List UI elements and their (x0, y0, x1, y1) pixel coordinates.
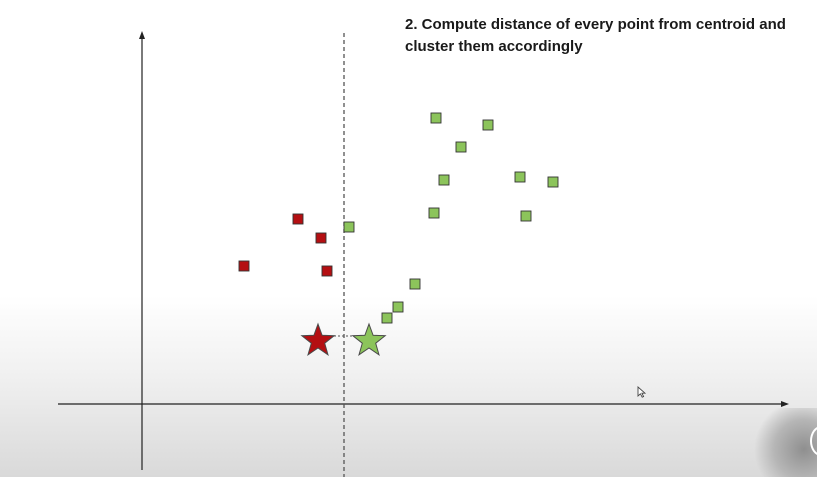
mouse-pointer-icon (637, 386, 646, 398)
green-cluster-point (438, 174, 450, 186)
red-cluster-point (315, 232, 327, 244)
caption-line-1: 2. Compute distance of every point from … (405, 16, 786, 33)
green-cluster-point (381, 312, 393, 324)
green-cluster-point (482, 119, 494, 131)
red-centroid-star (300, 322, 336, 356)
green-cluster-point (409, 278, 421, 290)
green-cluster-point (343, 221, 355, 233)
y-axis-arrowhead (139, 31, 145, 39)
green-cluster-point (514, 171, 526, 183)
axes (58, 31, 789, 470)
green-cluster-point (392, 301, 404, 313)
video-control-icon[interactable] (752, 408, 817, 477)
green-centroid-star (351, 322, 387, 356)
green-cluster-point (520, 210, 532, 222)
green-cluster-point (547, 176, 559, 188)
green-cluster-point (430, 112, 442, 124)
green-cluster-point (428, 207, 440, 219)
green-cluster-point (455, 141, 467, 153)
red-cluster-point (321, 265, 333, 277)
caption-line-2: cluster them accordingly (405, 38, 583, 55)
control-ring (810, 426, 817, 456)
red-cluster-point (238, 260, 250, 272)
red-cluster-point (292, 213, 304, 225)
data-points (238, 112, 559, 324)
x-axis-arrowhead (781, 401, 789, 407)
step-caption: 2. Compute distance of every point from … (405, 14, 813, 58)
centroids (300, 322, 387, 356)
